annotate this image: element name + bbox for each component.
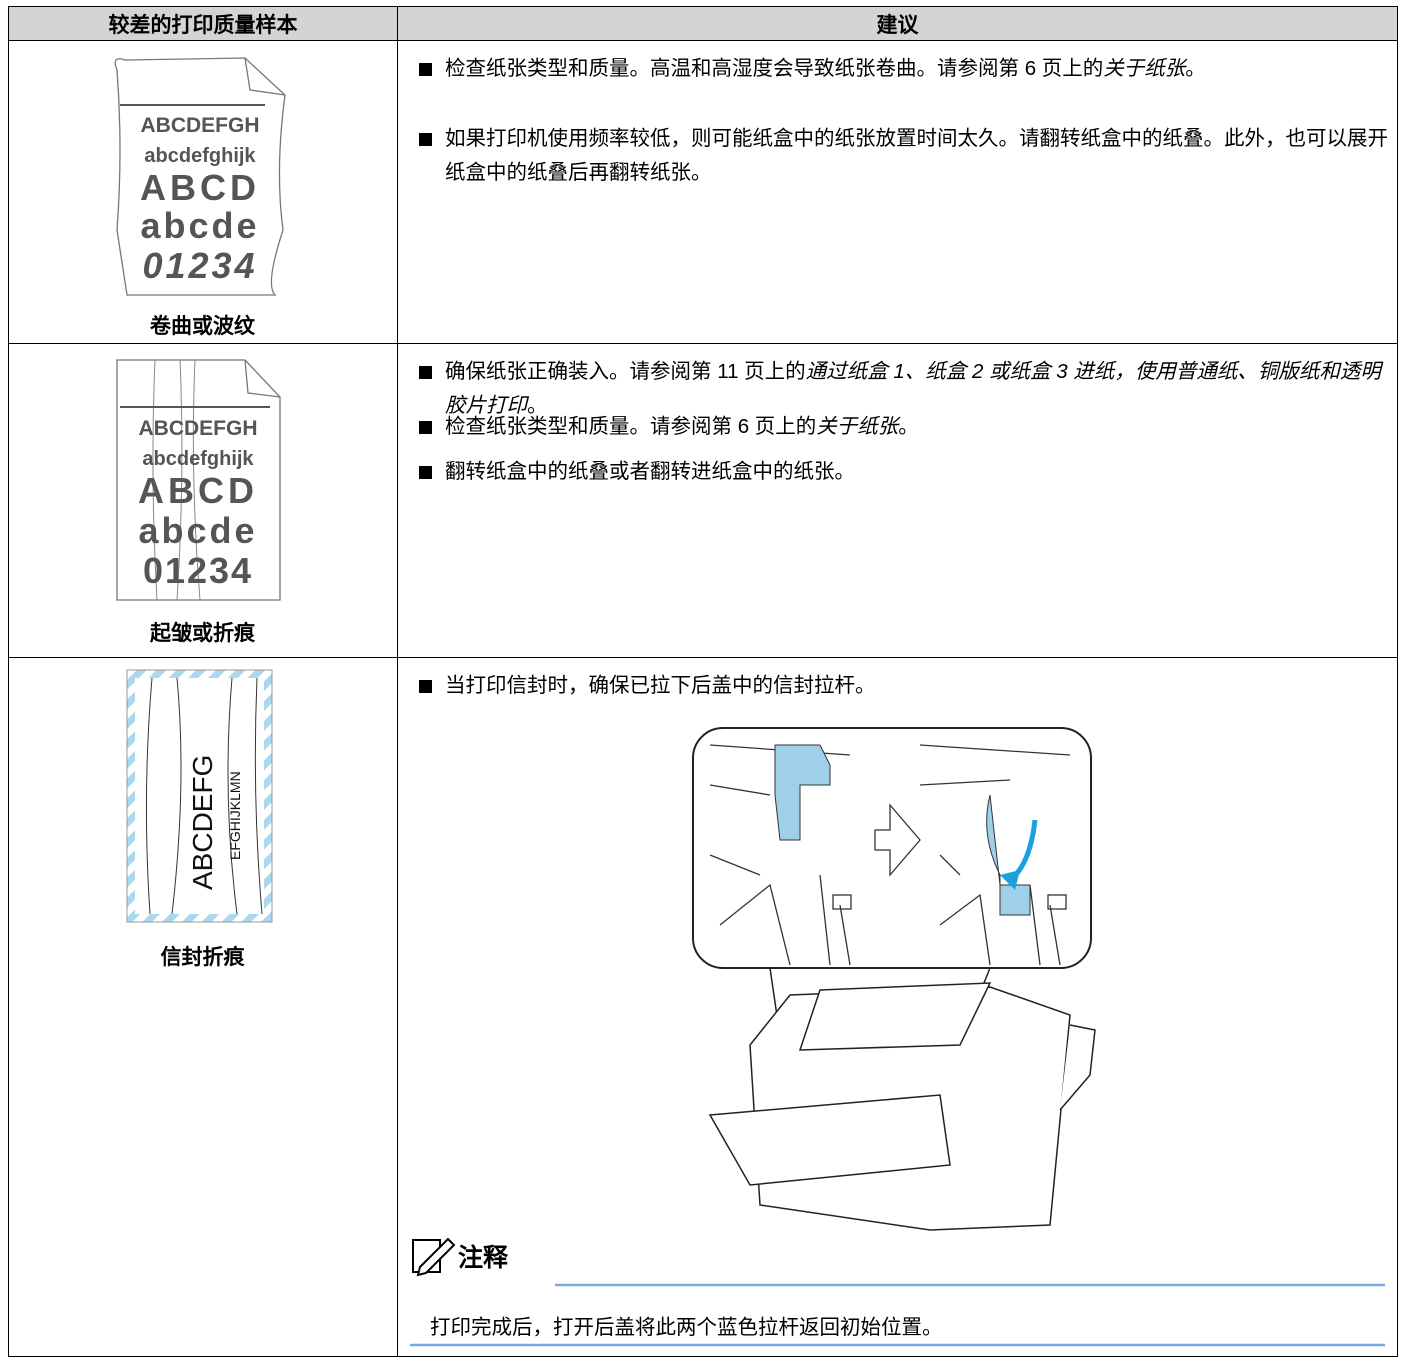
header-cell: 较差的打印质量样本 bbox=[8, 6, 398, 41]
sample-text: abcdefghijk bbox=[142, 448, 254, 470]
reference: 通过纸盒 1、纸盒 2 或纸盒 3 进纸，使用普通纸、铜版纸和透明胶片打印 bbox=[445, 360, 1381, 417]
cell bbox=[397, 657, 1398, 1357]
bullet-text: 确保纸张正确装入。请参阅第 11 页上的 bbox=[445, 360, 806, 383]
sample-text: EFGHIJKLMN bbox=[227, 771, 243, 860]
bullet-text: 如果打印机使用频率较低，则可能纸盒中的纸张放置时间太久。请翻转纸盒中的纸叠。此外… bbox=[445, 127, 1388, 184]
sample-text: ABCD bbox=[140, 167, 260, 208]
note-text: 打印完成后，打开后盖将此两个蓝色拉杆返回初始位置。 bbox=[430, 1316, 943, 1339]
bullet-text: 检查纸张类型和质量。请参阅第 6 页上的 bbox=[445, 415, 817, 438]
bullet: 检查纸张类型和质量。高温和高湿度会导致纸张卷曲。请参阅第 6 页上的关于纸张。 bbox=[419, 52, 1390, 86]
reference: 关于纸张 bbox=[816, 415, 899, 438]
sample-text: abcde bbox=[138, 510, 257, 551]
note-decor bbox=[410, 1237, 1385, 1347]
bullet-text: 翻转纸盒中的纸叠或者翻转进纸盒中的纸张。 bbox=[445, 460, 855, 483]
sample-text: ABCDEFGH bbox=[141, 114, 260, 137]
bullet-text: 当打印信封时，确保已拉下后盖中的信封拉杆。 bbox=[445, 674, 876, 697]
caption: 信封折痕 bbox=[160, 946, 245, 969]
sample-envelope: ABCDEFG EFGHIJKLMN bbox=[126, 669, 273, 923]
bullet-text: 。 bbox=[898, 415, 919, 438]
bullet-text: 。 bbox=[527, 394, 548, 417]
bullet: 翻转纸盒中的纸叠或者翻转进纸盒中的纸张。 bbox=[419, 455, 1390, 489]
bullet: 确保纸张正确装入。请参阅第 11 页上的通过纸盒 1、纸盒 2 或纸盒 3 进纸… bbox=[419, 355, 1390, 423]
header: 较差的打印质量样本 bbox=[108, 13, 298, 37]
sample-text: ABCDEFGH bbox=[139, 417, 258, 440]
bullet: 如果打印机使用频率较低，则可能纸盒中的纸张放置时间太久。请翻转纸盒中的纸叠。此外… bbox=[419, 122, 1390, 190]
caption: 起皱或折痕 bbox=[150, 622, 255, 645]
sample-crease: ABCDEFGH abcdefghijk ABCD abcde 01234 bbox=[116, 359, 281, 601]
sample-text: ABCD bbox=[138, 470, 258, 511]
note-title: 注释 bbox=[458, 1244, 509, 1272]
bullet: 检查纸张类型和质量。请参阅第 6 页上的关于纸张。 bbox=[419, 410, 1390, 444]
reference: 关于纸张 bbox=[1103, 57, 1186, 80]
sample-text: ABCDEFG bbox=[187, 755, 218, 890]
bullet-text: 检查纸张类型和质量。高温和高湿度会导致纸张卷曲。请参阅第 6 页上的 bbox=[445, 57, 1104, 80]
sample-text: abcdefghijk bbox=[144, 145, 256, 167]
sample-text: 01234 bbox=[143, 550, 253, 591]
header-cell: 建议 bbox=[397, 6, 1398, 41]
header: 建议 bbox=[876, 13, 919, 37]
caption: 卷曲或波纹 bbox=[150, 315, 255, 338]
printer-illustration bbox=[692, 727, 1096, 1231]
bullet: 当打印信封时，确保已拉下后盖中的信封拉杆。 bbox=[419, 669, 1390, 703]
sample-text: 01234 bbox=[142, 245, 257, 286]
sample-curl: ABCDEFGH abcdefghijk ABCD abcde 01234 bbox=[114, 57, 286, 296]
sample-text: abcde bbox=[140, 205, 259, 246]
bullet-text: 。 bbox=[1185, 57, 1206, 80]
